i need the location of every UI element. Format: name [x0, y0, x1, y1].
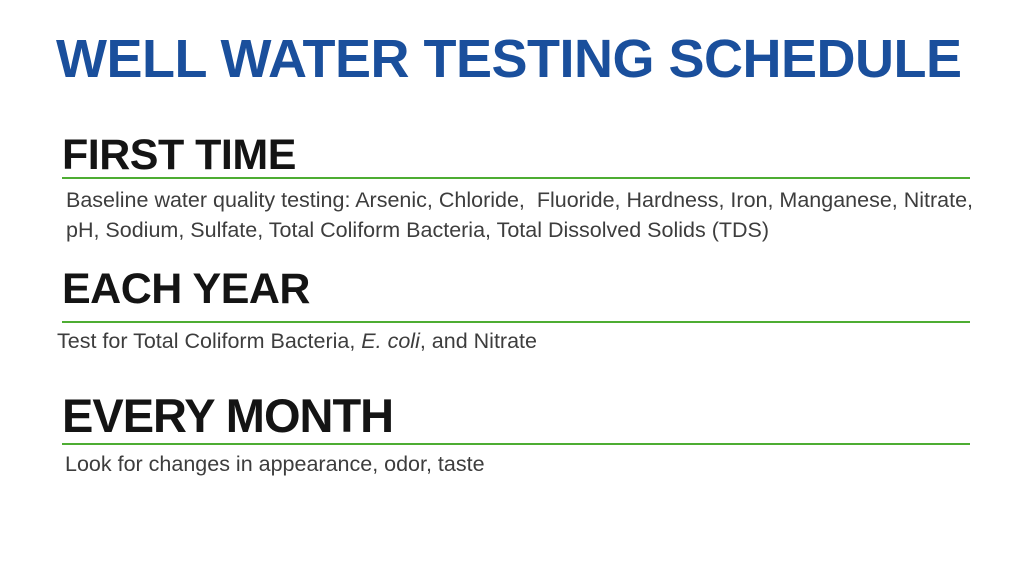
body-line: Look for changes in appearance, odor, ta… — [65, 452, 485, 476]
section-body-every-month: Look for changes in appearance, odor, ta… — [65, 449, 485, 479]
section-body-each-year: Test for Total Coliform Bacteria, E. col… — [57, 326, 537, 356]
body-line: Baseline water quality testing: Arsenic,… — [66, 188, 974, 212]
body-text-suffix: , and Nitrate — [419, 329, 537, 353]
section-heading-each-year: EACH YEAR — [62, 265, 310, 313]
green-divider — [62, 321, 970, 323]
body-line: pH, Sodium, Sulfate, Total Coliform Bact… — [66, 218, 770, 242]
page-title: WELL WATER TESTING SCHEDULE — [56, 29, 962, 89]
section-heading-first-time: FIRST TIME — [62, 131, 296, 179]
section-heading-every-month: EVERY MONTH — [62, 389, 394, 442]
body-text-prefix: Test for Total Coliform Bacteria, — [57, 329, 362, 353]
species-name-italic: E. coli — [361, 329, 420, 353]
green-divider — [62, 443, 970, 445]
green-divider — [62, 177, 970, 179]
section-body-first-time: Baseline water quality testing: Arsenic,… — [66, 185, 973, 245]
